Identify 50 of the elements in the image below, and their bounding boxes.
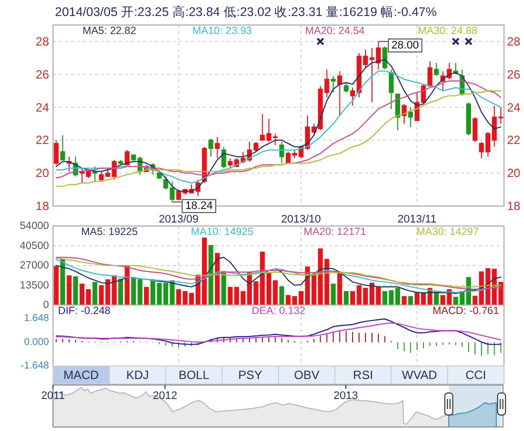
text: MA20: 12171: [304, 226, 366, 238]
text: KDJ: [126, 368, 149, 382]
y-tick-label: 22: [36, 133, 50, 148]
chart-title: 2014/03/05 开:23.25 高:23.84 低:23.02 收:23.31 量:16219 幅:-0.47%: [55, 4, 437, 19]
y-tick-label: 54000: [20, 220, 50, 232]
text: MACD: -0.761: [432, 305, 500, 317]
y2-tick-label: 20: [507, 166, 521, 180]
text: MA30: 24.88: [418, 25, 478, 37]
y2-tick-label: 26: [507, 67, 521, 82]
text: OBV: [294, 368, 320, 382]
x-tick-label: 2013/10: [281, 214, 321, 226]
text: MA10: 23.93: [192, 25, 252, 37]
x-tick-label: 2012: [152, 390, 178, 402]
text: MA30: 14297: [416, 226, 480, 238]
text: BOLL: [178, 368, 210, 382]
y-tick-label: 0.000: [24, 336, 50, 348]
y-tick-label: -1.648: [20, 360, 50, 372]
y-tick-label: 1.648: [24, 313, 50, 324]
y-tick-label: 28: [36, 34, 50, 48]
text: PSY: [238, 368, 262, 382]
text: MA10: 14925: [190, 226, 254, 238]
y-tick-label: 27000: [20, 260, 50, 272]
x-tick-label: 2013/09: [158, 214, 199, 226]
y2-tick-label: 18: [507, 199, 521, 213]
text: MA5: 22.82: [82, 25, 136, 37]
callout: 28.00: [378, 38, 422, 52]
text: MA20: 24.54: [305, 25, 365, 37]
y-tick-label: 20: [36, 166, 50, 180]
text: WVAD: [402, 368, 438, 382]
series-label: DIF: -0.248: [58, 305, 111, 317]
y2-tick-label: 28: [507, 34, 521, 48]
text: RSI: [353, 368, 374, 382]
y-tick-label: 26: [36, 67, 50, 82]
y-tick-label: 18: [36, 199, 50, 213]
annotation: 18.24: [185, 200, 213, 212]
x-tick-label: 2013: [334, 390, 358, 402]
y-tick-label: 40500: [20, 240, 50, 252]
y2-tick-label: 22: [507, 133, 521, 148]
y2-tick-label: 24: [507, 100, 521, 114]
y-tick-label: 13500: [20, 279, 50, 292]
annotation: 28.00: [391, 39, 419, 52]
x-tick-label: 2013/11: [398, 214, 436, 226]
y-tick-label: 0: [43, 299, 50, 311]
text: CCI: [465, 368, 486, 382]
text: MA5: 19225: [81, 226, 138, 238]
x-tick-label: 2011: [41, 390, 65, 402]
text: MACD: [64, 368, 100, 382]
y-tick-label: 24: [36, 100, 50, 114]
series-label: DEA: 0.132: [252, 305, 306, 317]
callout: 18.24: [172, 199, 216, 214]
